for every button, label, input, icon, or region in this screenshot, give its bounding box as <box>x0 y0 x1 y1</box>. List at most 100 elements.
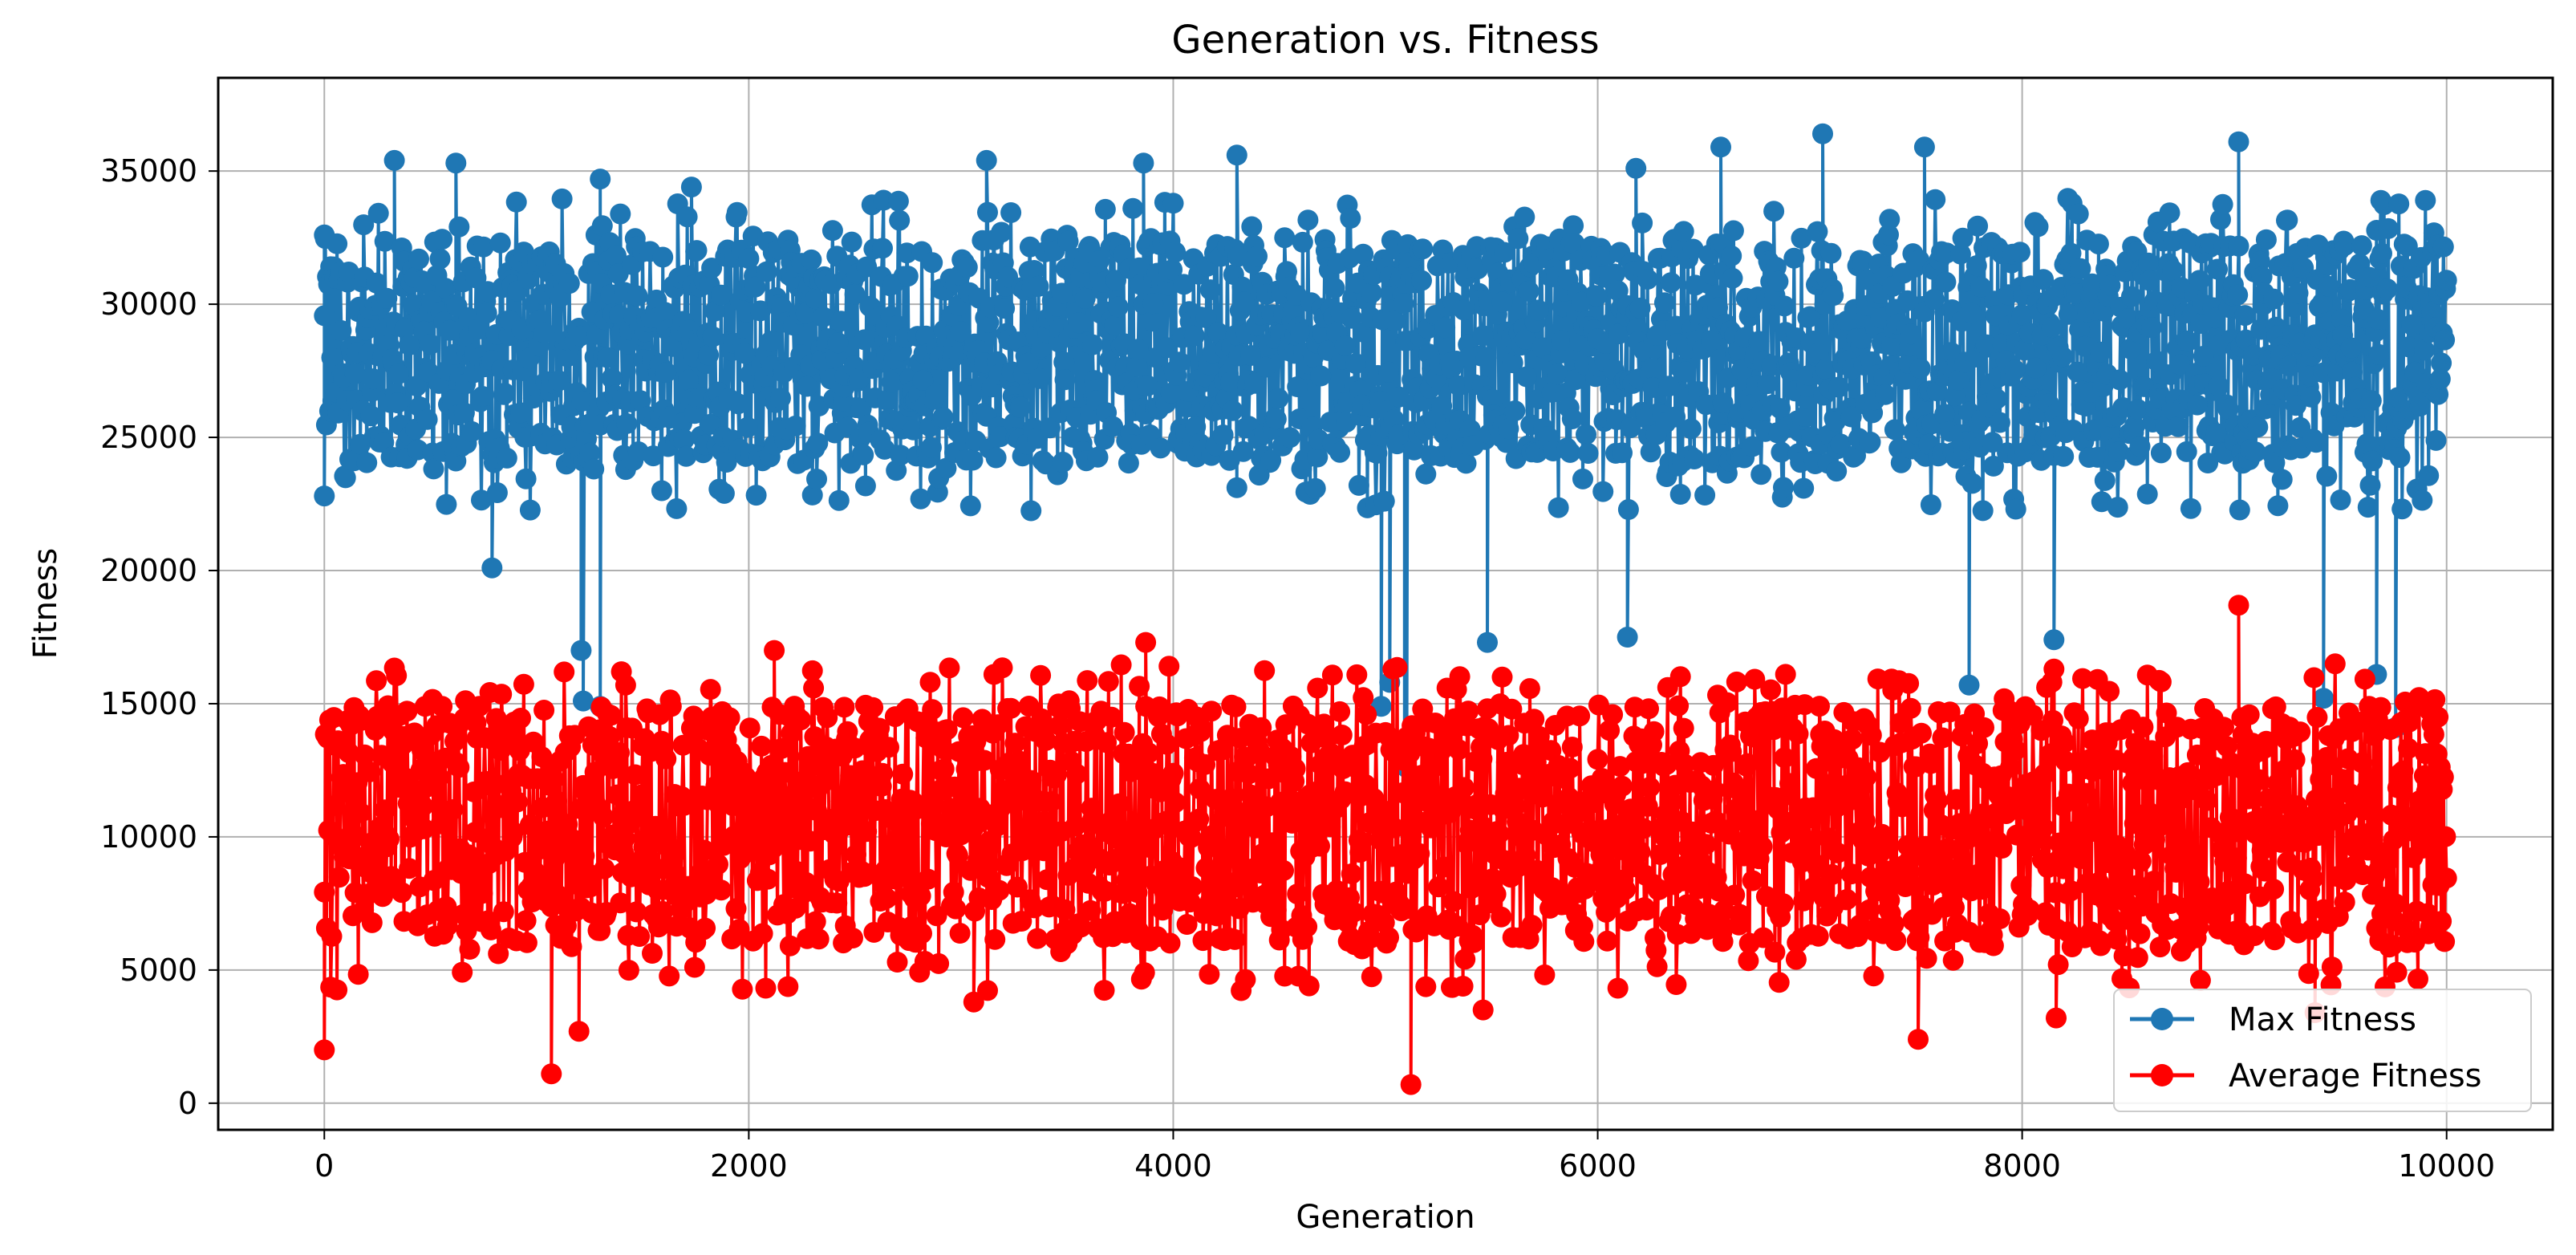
data-point-max-fitness <box>797 376 818 397</box>
data-point-max-fitness <box>1563 215 1584 237</box>
data-point-max-fitness <box>1967 215 1989 237</box>
data-point-average-fitness <box>663 845 684 866</box>
data-point-max-fitness <box>1212 424 1234 445</box>
data-point-max-fitness <box>1722 267 1743 289</box>
data-point-max-fitness <box>1173 274 1195 295</box>
data-point-average-fitness <box>1945 789 1967 810</box>
data-point-average-fitness <box>2436 867 2457 889</box>
data-point-average-fitness <box>1729 904 1750 925</box>
data-point-average-fitness <box>876 887 898 909</box>
data-point-average-fitness <box>2386 961 2408 983</box>
data-point-max-fitness <box>2025 357 2047 379</box>
data-point-average-fitness <box>1428 876 1450 898</box>
data-point-max-fitness <box>976 149 997 171</box>
data-point-max-fitness <box>1592 481 1614 502</box>
data-point-average-fitness <box>2138 801 2159 822</box>
data-point-max-fitness <box>1491 291 1513 313</box>
data-point-average-fitness <box>1453 777 1475 798</box>
data-point-average-fitness <box>1114 721 1135 743</box>
data-point-max-fitness <box>1640 441 1661 463</box>
data-point-average-fitness <box>338 742 359 763</box>
data-point-max-fitness <box>1240 345 1261 366</box>
data-point-average-fitness <box>2359 778 2381 799</box>
data-point-average-fitness <box>1434 725 1456 746</box>
data-point-max-fitness <box>920 437 942 458</box>
data-point-max-fitness <box>2318 275 2339 297</box>
data-point-max-fitness <box>2391 498 2413 520</box>
data-point-max-fitness <box>1104 315 1126 336</box>
data-point-max-fitness <box>728 393 749 415</box>
data-point-average-fitness <box>359 761 381 782</box>
data-point-max-fitness <box>1477 632 1498 653</box>
data-point-max-fitness <box>1900 323 1921 345</box>
data-point-average-fitness <box>1126 865 1147 887</box>
data-point-average-fitness <box>1225 696 1247 717</box>
data-point-max-fitness <box>2091 491 2112 513</box>
data-point-average-fitness <box>771 737 793 759</box>
data-point-average-fitness <box>1265 900 1287 921</box>
data-point-max-fitness <box>1660 272 1681 294</box>
data-point-average-fitness <box>652 900 674 922</box>
data-point-max-fitness <box>606 245 627 266</box>
data-point-max-fitness <box>1669 484 1691 505</box>
data-point-average-fitness <box>606 784 628 806</box>
data-point-max-fitness <box>2421 301 2443 323</box>
data-point-max-fitness <box>1632 212 1653 234</box>
data-point-average-fitness <box>1738 950 1759 972</box>
x-tick-label: 8000 <box>1983 1148 2061 1184</box>
data-point-average-fitness <box>952 707 974 729</box>
data-point-max-fitness <box>1815 359 1836 380</box>
data-point-max-fitness <box>489 232 511 254</box>
data-point-max-fitness <box>1292 231 1313 253</box>
data-point-average-fitness <box>1799 831 1821 853</box>
data-point-max-fitness <box>2067 361 2088 383</box>
data-point-max-fitness <box>2245 441 2266 463</box>
data-point-average-fitness <box>1817 827 1839 849</box>
data-point-max-fitness <box>1820 242 1842 264</box>
data-point-average-fitness <box>1737 753 1759 774</box>
data-point-average-fitness <box>1827 842 1848 863</box>
data-point-average-fitness <box>1661 791 1683 813</box>
data-point-max-fitness <box>1207 322 1228 343</box>
data-point-average-fitness <box>436 915 458 936</box>
data-point-average-fitness <box>2196 790 2217 811</box>
data-point-max-fitness <box>1199 279 1221 301</box>
data-point-average-fitness <box>1192 930 1214 952</box>
data-point-max-fitness <box>1142 311 1162 332</box>
data-point-max-fitness <box>2425 429 2447 451</box>
data-point-average-fitness <box>563 829 585 851</box>
data-point-max-fitness <box>1607 280 1629 302</box>
data-point-average-fitness <box>1346 664 1368 685</box>
data-point-max-fitness <box>1527 299 1549 321</box>
data-point-max-fitness <box>630 390 651 412</box>
data-point-average-fitness <box>2350 712 2371 733</box>
data-point-max-fitness <box>1054 369 1076 391</box>
x-tick-label: 2000 <box>710 1148 788 1184</box>
data-point-average-fitness <box>1238 763 1260 785</box>
data-point-max-fitness <box>1028 275 1049 297</box>
data-point-max-fitness <box>1982 432 2003 453</box>
data-point-average-fitness <box>1458 701 1479 722</box>
data-point-max-fitness <box>1280 427 1300 449</box>
data-point-average-fitness <box>1070 916 1092 938</box>
data-point-average-fitness <box>442 799 464 820</box>
x-tick-label: 6000 <box>1559 1148 1637 1184</box>
data-point-average-fitness <box>1065 815 1086 837</box>
data-point-average-fitness <box>1809 696 1830 717</box>
data-point-average-fitness <box>2127 947 2148 969</box>
data-point-max-fitness <box>2287 282 2309 304</box>
data-point-max-fitness <box>432 229 453 250</box>
data-point-average-fitness <box>2114 843 2136 863</box>
data-point-average-fitness <box>2385 893 2407 915</box>
data-point-max-fitness <box>2396 235 2418 257</box>
data-point-average-fitness <box>1856 766 1877 788</box>
data-point-average-fitness <box>988 879 1010 901</box>
data-point-max-fitness <box>2212 193 2233 215</box>
data-point-average-fitness <box>963 991 984 1013</box>
data-point-max-fitness <box>673 428 695 450</box>
data-point-max-fitness <box>445 152 467 174</box>
data-point-max-fitness <box>1000 202 1022 223</box>
data-point-average-fitness <box>984 928 1006 950</box>
data-point-max-fitness <box>2120 286 2142 307</box>
data-point-max-fitness <box>1102 416 1124 437</box>
